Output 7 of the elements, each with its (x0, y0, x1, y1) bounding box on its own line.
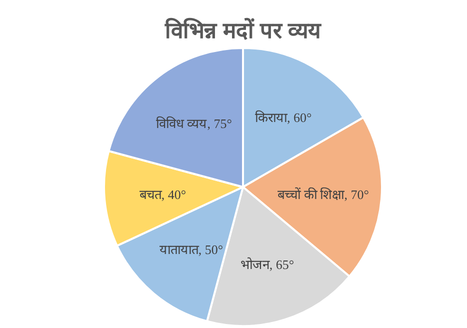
slice-label: भोजन, 65° (240, 256, 294, 272)
slice-label: बचत, 40° (139, 187, 186, 202)
slice-label: विविध व्यय, 75° (156, 116, 232, 132)
slice-label: बच्चों की शिक्षा, 70° (278, 187, 369, 202)
chart-title: विभिन्न मदों पर व्यय (164, 17, 322, 43)
slice-label: किराया, 60° (254, 110, 312, 126)
slice-label: यातायात, 50° (159, 242, 224, 257)
